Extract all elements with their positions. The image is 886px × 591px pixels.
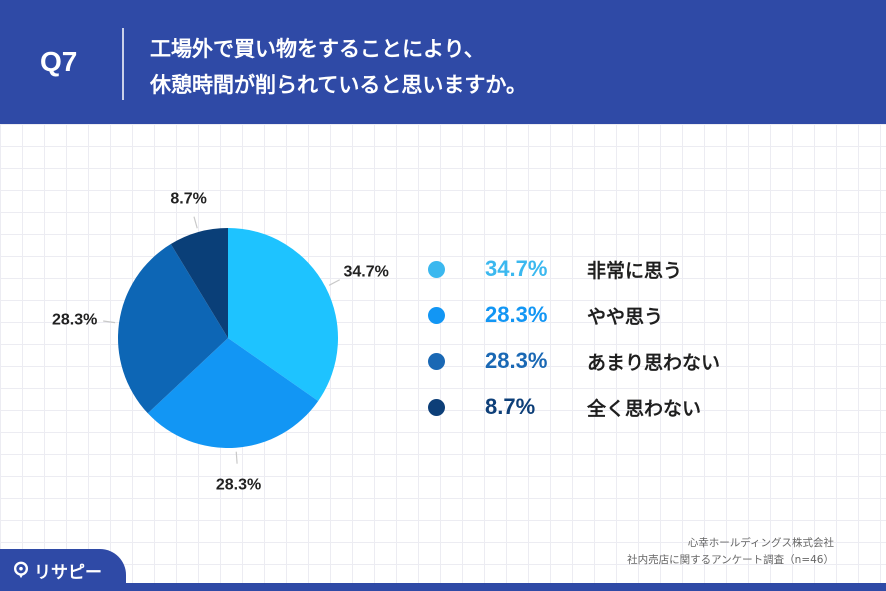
pie-slice-2 — [147, 338, 319, 448]
pie-slice-3 — [117, 244, 228, 414]
leader-line-4 — [193, 216, 198, 229]
data-label-3: 28.3% — [52, 311, 97, 328]
data-label-2: 28.3% — [216, 477, 261, 494]
source-survey: 社内売店に関するアンケート調査（n=46） — [627, 554, 834, 566]
legend-item-3: 28.3% あまり思わない — [428, 346, 720, 376]
legend-swatch — [428, 398, 445, 416]
legend-swatch — [428, 260, 445, 278]
brand-logo: リサピー — [0, 549, 126, 591]
source-company: 心幸ホールディングス株式会社 — [687, 537, 834, 549]
logo-text: リサピー — [34, 562, 102, 583]
legend-label: 全く思わない — [587, 397, 702, 420]
leader-line-3 — [103, 320, 116, 324]
leader-line-2 — [235, 451, 238, 464]
legend-label: 非常に思う — [587, 259, 683, 282]
leader-line-1 — [328, 279, 341, 286]
pie-chart: 34.7% 28.3% 28.3% 8.7% — [52, 190, 389, 494]
legend-item-1: 34.7% 非常に思う — [428, 254, 682, 284]
legend-swatch — [428, 306, 445, 324]
legend-item-4: 8.7% 全く思わない — [428, 392, 701, 422]
legend-percent: 28.3% — [485, 348, 548, 373]
data-label-4: 8.7% — [170, 190, 206, 207]
question-text-line-2: 休憩時間が削られていると思いますか。 — [150, 73, 527, 97]
data-label-1: 34.7% — [343, 263, 388, 280]
header-divider — [122, 28, 124, 100]
chart-card: 34.7% 28.3% 28.3% 8.7% 34.7% 非常に思う 28.3% やや思う 2… — [0, 124, 886, 583]
legend-percent: 8.7% — [485, 394, 536, 419]
question-text-line-1: 工場外で買い物をすることにより、 — [150, 37, 485, 61]
pie-slice-1 — [228, 228, 338, 401]
pie-slice-4 — [170, 228, 228, 338]
legend-swatch — [428, 352, 445, 370]
legend-percent: 34.7% — [485, 256, 548, 281]
legend-label: あまり思わない — [587, 351, 721, 374]
source-note: 心幸ホールディングス株式会社 社内売店に関するアンケート調査（n=46） — [627, 535, 834, 569]
pin-icon — [13, 561, 29, 579]
legend-percent: 28.3% — [485, 302, 548, 327]
legend-label: やや思う — [587, 305, 664, 328]
legend-item-2: 28.3% やや思う — [428, 300, 663, 330]
question-number: Q7 — [40, 46, 78, 77]
